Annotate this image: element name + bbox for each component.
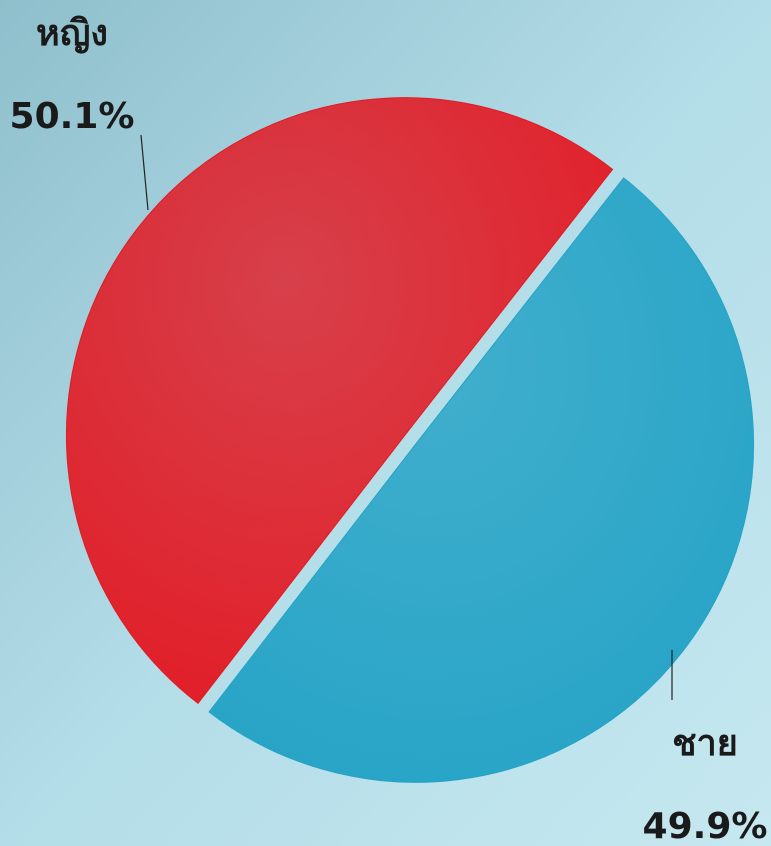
pie-slice <box>66 97 614 705</box>
pie-slice <box>208 177 754 783</box>
slice-label: ชาย <box>672 723 738 764</box>
slice-label: หญิง <box>36 13 108 54</box>
slice-value: 50.1% <box>10 96 135 137</box>
slice-value: 49.9% <box>643 806 768 846</box>
leader-line <box>140 134 149 211</box>
